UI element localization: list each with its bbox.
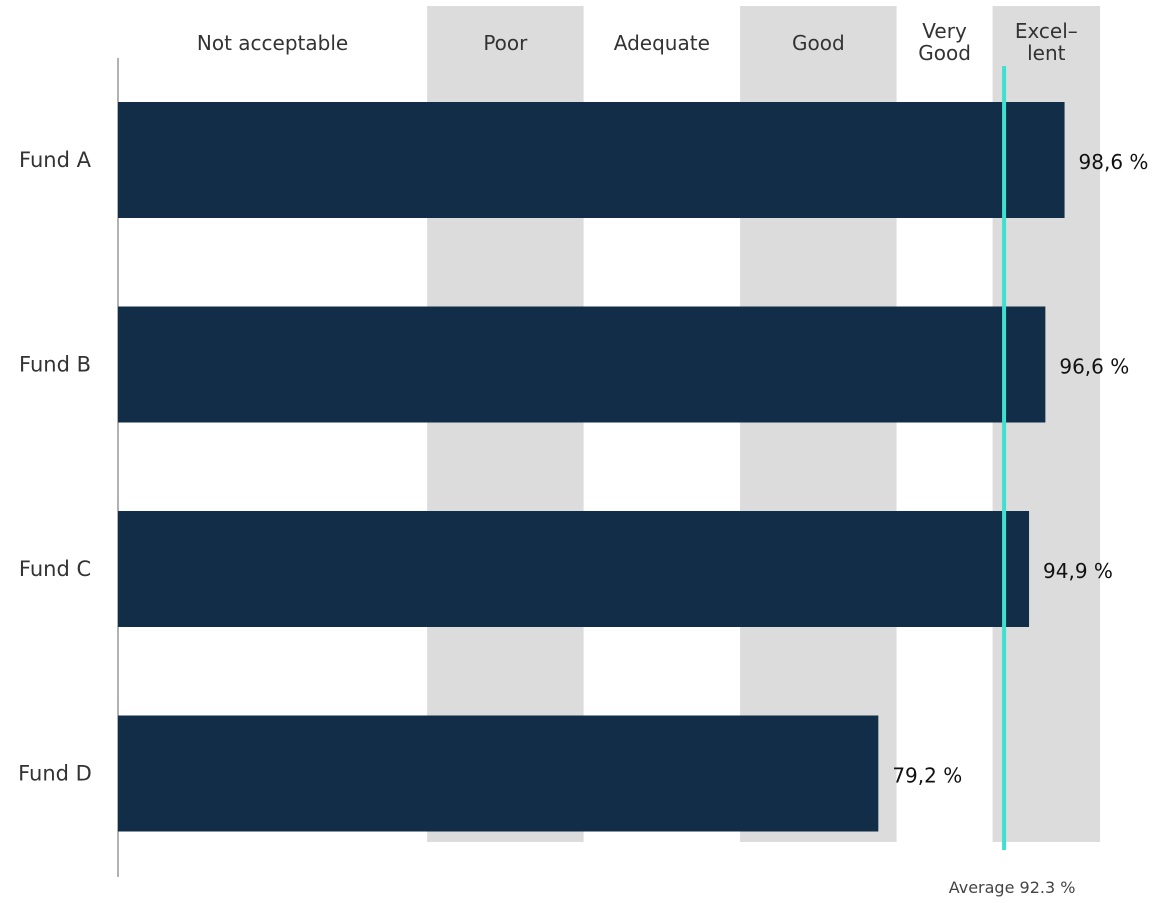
bar-fund-a <box>118 102 1065 218</box>
category-label-fund-c: Fund C <box>19 557 91 581</box>
rating-band-label-5-line-1: lent <box>1027 41 1066 65</box>
value-label-fund-d: 79,2 % <box>892 764 962 788</box>
bars <box>118 102 1065 832</box>
rating-band-label-1: Poor <box>483 31 528 55</box>
bar-fund-c <box>118 511 1030 627</box>
bar-fund-d <box>118 715 879 832</box>
bar-fund-b <box>118 306 1046 423</box>
rating-band-label-2: Adequate <box>614 31 710 55</box>
rating-band-label-5-line-0: Excel– <box>1015 19 1078 43</box>
rating-band-label-0: Not acceptable <box>197 31 348 55</box>
rating-band-label-4-line-1: Good <box>918 41 971 65</box>
value-labels: 98,6 % 96,6 % 94,9 % 79,2 % <box>892 150 1148 788</box>
category-label-fund-b: Fund B <box>19 353 91 377</box>
category-label-fund-a: Fund A <box>19 148 92 172</box>
category-labels: Fund A Fund B Fund C Fund D <box>18 148 92 786</box>
rating-band-label-3: Good <box>792 31 845 55</box>
value-label-fund-b: 96,6 % <box>1059 355 1129 379</box>
rating-band-labels: Not acceptable Poor Adequate Good VeryGoodEx… <box>197 19 1078 65</box>
value-label-fund-a: 98,6 % <box>1079 150 1149 174</box>
value-label-fund-c: 94,9 % <box>1043 559 1113 583</box>
average-label: Average 92.3 % <box>949 878 1076 897</box>
category-label-fund-d: Fund D <box>18 762 92 786</box>
rating-band-label-4-line-0: Very <box>922 19 967 43</box>
